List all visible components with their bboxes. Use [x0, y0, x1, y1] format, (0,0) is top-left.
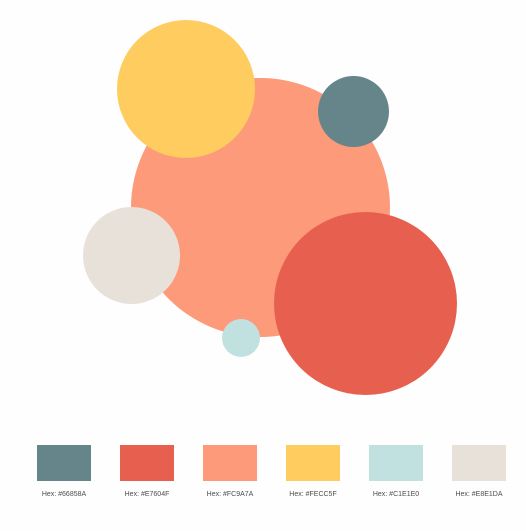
circle-light-blue [222, 319, 260, 357]
circle-teal [318, 76, 389, 147]
color-swatch [203, 445, 257, 481]
color-swatch [37, 445, 91, 481]
color-swatch [369, 445, 423, 481]
color-swatch [286, 445, 340, 481]
circle-yellow [117, 20, 255, 158]
swatch-row: Hex: #66858A Hex: #E7604F Hex: #FC9A7A H… [0, 445, 526, 515]
swatch-hex-label: Hex: #66858A [41, 491, 87, 498]
circle-beige [83, 207, 180, 304]
circle-red [274, 212, 457, 395]
swatch-hex-label: Hex: #FECC5F [289, 491, 337, 498]
swatch-hex-label: Hex: #FC9A7A [206, 491, 254, 498]
color-swatch [120, 445, 174, 481]
swatch-hex-label: Hex: #E8E1DA [455, 491, 503, 498]
color-swatch [452, 445, 506, 481]
swatch-hex-label: Hex: #E7604F [124, 491, 170, 498]
swatch-hex-label: Hex: #C1E1E0 [372, 491, 420, 498]
